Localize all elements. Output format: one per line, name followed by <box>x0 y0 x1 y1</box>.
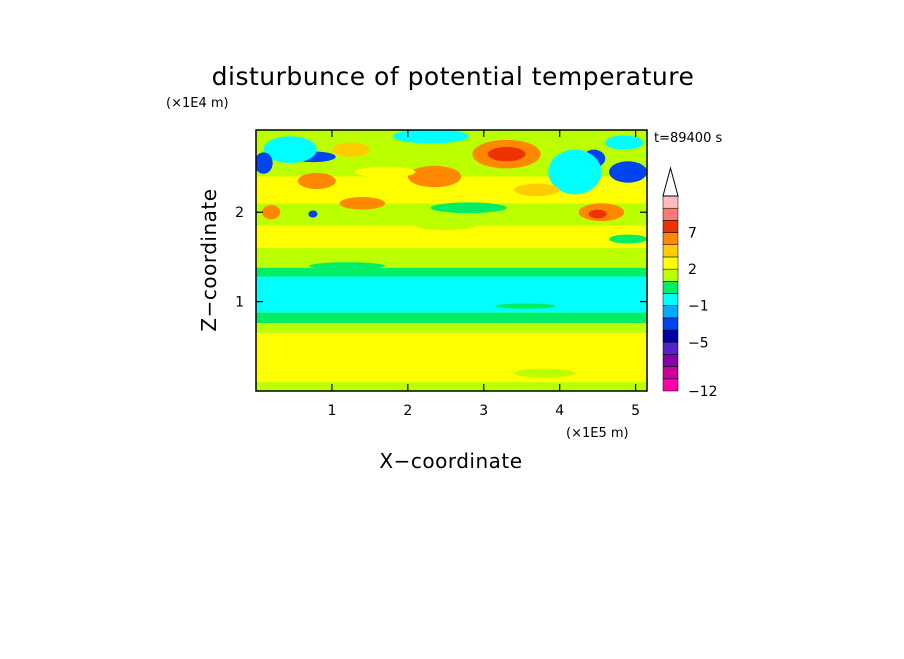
time-label: t=89400 s <box>654 131 722 146</box>
x-tick-label: 3 <box>479 403 488 419</box>
y-tick-label: 1 <box>235 295 244 311</box>
y-axis-label: Z−coordinate <box>197 188 221 331</box>
x-tick-label: 5 <box>631 403 640 419</box>
y-tick-label: 2 <box>235 205 244 221</box>
colorbar-label: −1 <box>688 299 709 315</box>
contour-feature <box>588 209 607 219</box>
x-tick-label: 2 <box>403 403 412 419</box>
x-axis-label: X−coordinate <box>379 449 522 473</box>
contour-band <box>256 332 647 372</box>
contour-feature <box>331 142 370 157</box>
contour-feature <box>339 197 386 210</box>
contour-feature <box>430 202 507 214</box>
colorbar-segment <box>662 293 679 306</box>
x-tick-label: 4 <box>555 403 564 419</box>
colorbar-label: 7 <box>688 226 697 242</box>
contour-feature <box>415 221 477 231</box>
colorbar: 7 2 −1 −5 −12 <box>662 166 718 400</box>
contour-feature <box>514 183 560 197</box>
plot-area <box>256 130 647 391</box>
contour-feature <box>514 368 575 378</box>
chart-title: disturbunce of potential temperature <box>212 62 695 91</box>
contour-feature <box>407 165 461 188</box>
colorbar-segment <box>662 195 679 209</box>
colorbar-label: 2 <box>688 262 697 278</box>
colorbar-segment <box>662 281 679 294</box>
colorbar-segment <box>662 220 679 233</box>
colorbar-segment <box>662 354 679 367</box>
colorbar-segment <box>662 366 679 380</box>
contour-band <box>256 323 647 333</box>
colorbar-extend-arrow <box>662 166 679 197</box>
axis-ticks: 1 2 3 4 5 1 2 <box>235 130 647 419</box>
contour-feature <box>263 136 317 164</box>
contour-feature <box>392 130 469 144</box>
colorbar-segment <box>662 329 679 343</box>
contour-feature <box>354 166 416 178</box>
contour-band <box>256 371 647 383</box>
contour-feature <box>605 135 644 150</box>
colorbar-segment <box>662 342 679 355</box>
colorbar-label: −5 <box>688 335 709 351</box>
contour-feature <box>548 149 602 195</box>
contour-band <box>256 382 647 391</box>
contour-feature <box>487 146 526 162</box>
x-tick-label: 1 <box>327 403 336 419</box>
contour-feature <box>309 262 386 270</box>
contour-feature <box>609 161 647 183</box>
contour-band <box>256 225 647 248</box>
contour-feature <box>495 303 556 309</box>
colorbar-segment <box>662 305 679 319</box>
colorbar-segment <box>662 268 679 282</box>
colorbar-segment <box>662 232 679 245</box>
colorbar-label: −12 <box>688 384 718 400</box>
contour-band <box>256 267 647 277</box>
contour-band <box>256 276 647 313</box>
plot-frame <box>255 129 648 392</box>
colorbar-segment <box>662 317 679 331</box>
x-unit-label: (×1E5 m) <box>566 426 629 441</box>
colorbar-segment <box>662 207 679 221</box>
y-unit-label: (×1E4 m) <box>166 96 229 111</box>
contour-feature <box>609 234 647 244</box>
colorbar-segment <box>662 244 679 258</box>
contour-feature <box>256 152 273 174</box>
colorbar-segment <box>662 256 679 270</box>
contour-feature <box>262 205 281 220</box>
contour-feature <box>297 172 336 189</box>
colorbar-segment <box>662 378 679 392</box>
contour-feature <box>308 210 318 218</box>
contour-band <box>256 312 647 324</box>
